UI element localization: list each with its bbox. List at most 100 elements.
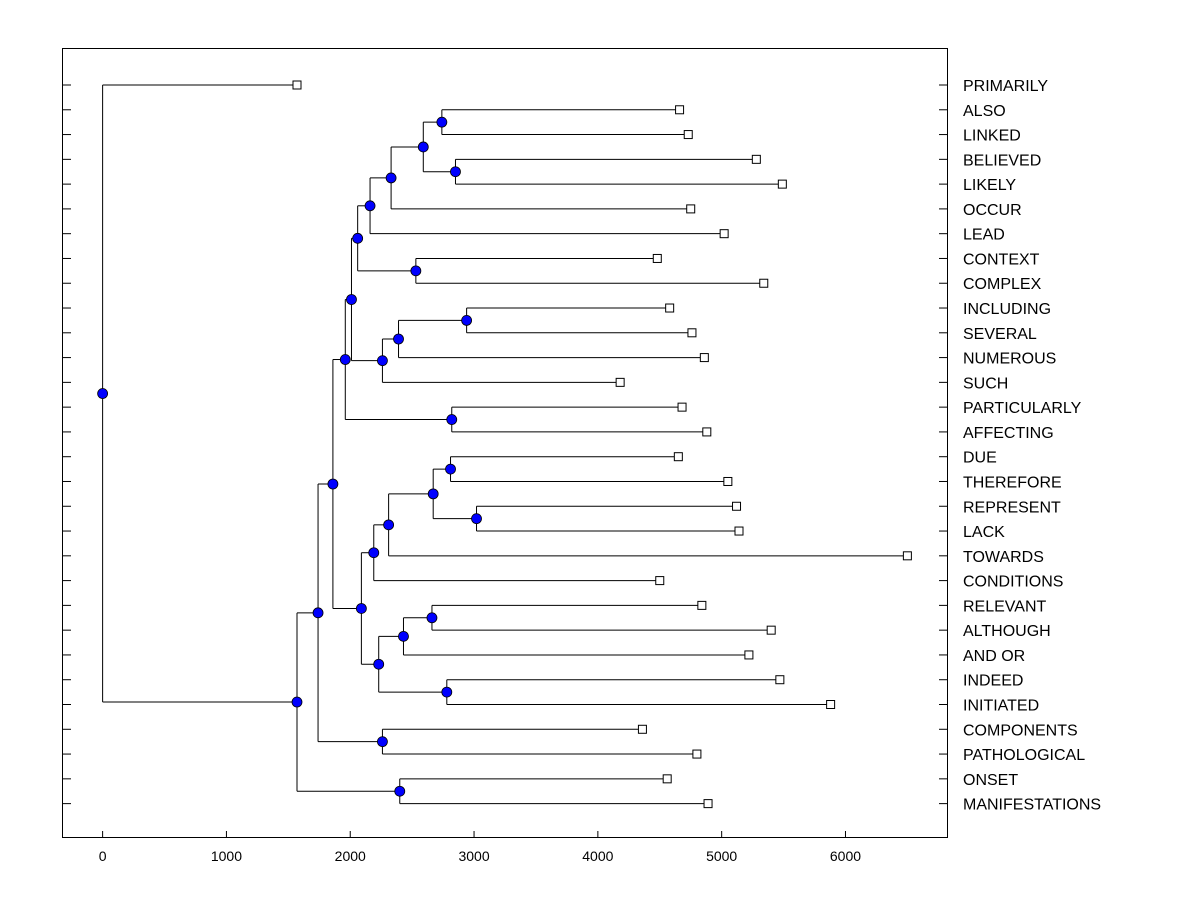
leaf-marker-lead (719, 229, 729, 239)
merge-node-indeed-initiated (441, 686, 453, 698)
merge-node-n-mid (327, 478, 339, 490)
leaf-marker-also (675, 105, 685, 115)
leaf-label-also: ALSO (963, 103, 1006, 120)
merge-node-n-towards (383, 519, 395, 531)
leaf-marker-occur (686, 204, 696, 214)
x-tick-label-1000: 1000 (211, 848, 242, 864)
leaf-marker-linked (683, 130, 693, 140)
leaf-marker-numerous (699, 353, 709, 363)
leaf-marker-manifestations (703, 799, 713, 809)
leaf-label-primarily: PRIMARILY (963, 78, 1048, 95)
leaf-marker-and-or (744, 650, 754, 660)
leaf-label-pathological: PATHOLOGICAL (963, 747, 1085, 764)
leaf-label-therefore: THEREFORE (963, 474, 1062, 491)
leaf-marker-although (766, 625, 776, 635)
merge-node-n-dtrl (427, 488, 439, 500)
leaf-marker-relevant (697, 600, 707, 610)
leaf-marker-primarily (292, 80, 302, 90)
leaf-label-particularly: PARTICULARLY (963, 400, 1082, 417)
x-tick-label-0: 0 (99, 848, 107, 864)
merge-node-components-pathological (377, 736, 388, 748)
merge-node-onset-manifestations (394, 785, 406, 797)
leaf-label-towards: TOWARDS (963, 549, 1044, 566)
merge-node-n-andor (398, 630, 409, 642)
merge-node-due-therefore (445, 463, 456, 475)
x-tick-label-4000: 4000 (582, 848, 613, 864)
leaf-marker-complex (759, 278, 769, 288)
merge-nodes (97, 116, 482, 797)
merge-node-root (97, 388, 109, 399)
leaf-label-linked: LINKED (963, 128, 1021, 145)
merge-node-including-several (461, 315, 473, 326)
leaf-label-complex: COMPLEX (963, 276, 1042, 293)
leaf-marker-due (673, 452, 683, 462)
leaf-label-lead: LEAD (963, 227, 1005, 244)
leaf-marker-context (652, 253, 662, 263)
leaf-label-conditions: CONDITIONS (963, 574, 1063, 591)
merge-node-context-complex (410, 265, 422, 277)
dendrogram-branches (102, 84, 908, 805)
merge-node-believed-likely (450, 166, 461, 178)
x-tick-label-5000: 5000 (706, 848, 737, 864)
merge-node-n-upper2 (339, 354, 351, 365)
leaf-label-affecting: AFFECTING (963, 425, 1054, 442)
leaf-marker-believed (751, 154, 761, 164)
merge-node-n-lead (364, 200, 376, 212)
leaf-label-represent: REPRESENT (963, 499, 1061, 516)
merge-node-n-numerous (393, 333, 404, 345)
merge-node-also-linked (436, 116, 448, 128)
leaf-label-although: ALTHOUGH (963, 623, 1051, 640)
leaf-labels: PRIMARILY ALSO LINKED BELIEVED LIKELY OCCUR LE… (963, 78, 1101, 814)
leaf-label-and-or: AND OR (963, 648, 1025, 665)
merge-node-n-low2 (291, 696, 303, 708)
x-tick-label-3000: 3000 (458, 848, 489, 864)
leaf-label-several: SEVERAL (963, 326, 1037, 343)
merge-node-n-upper (346, 294, 357, 305)
merge-node-n-albl (417, 141, 429, 153)
leaf-marker-conditions (655, 576, 665, 586)
leaf-marker-including (665, 303, 675, 313)
leaf-label-including: INCLUDING (963, 301, 1051, 318)
leaf-label-numerous: NUMEROUS (963, 351, 1056, 368)
leaf-marker-components (637, 724, 647, 734)
leaf-label-believed: BELIEVED (963, 152, 1041, 169)
leaf-label-such: SUCH (963, 375, 1008, 392)
x-tick-label-6000: 6000 (830, 848, 861, 864)
merge-node-n-ind (373, 658, 385, 670)
leaf-marker-lack (734, 526, 744, 536)
x-tick-label-2000: 2000 (335, 848, 366, 864)
leaf-label-components: COMPONENTS (963, 722, 1078, 739)
leaf-marker-represent (732, 501, 742, 511)
merge-node-n-occur (385, 172, 397, 184)
leaf-label-indeed: INDEED (963, 673, 1023, 690)
leaf-marker-onset (662, 774, 672, 784)
merge-node-particularly-affecting (446, 414, 458, 425)
leaf-label-lack: LACK (963, 524, 1005, 541)
leaf-label-manifestations: MANIFESTATIONS (963, 797, 1101, 814)
leaf-marker-initiated (826, 700, 836, 709)
leaf-marker-particularly (677, 402, 687, 412)
leaf-marker-likely (777, 179, 787, 189)
merge-node-n-conditions (368, 547, 380, 559)
leaf-label-relevant: RELEVANT (963, 598, 1047, 615)
tick-marks (63, 84, 947, 837)
leaf-marker-pathological (692, 749, 702, 759)
merge-node-n-top (352, 232, 364, 244)
merge-node-n-such (377, 355, 388, 367)
plot-area-frame (62, 48, 948, 838)
leaf-marker-therefore (723, 476, 733, 486)
merge-node-n-lowmid (355, 603, 367, 614)
leaf-label-due: DUE (963, 450, 997, 467)
leaf-marker-towards (902, 551, 912, 561)
leaf-marker-affecting (702, 427, 712, 437)
leaf-label-likely: LIKELY (963, 177, 1016, 194)
leaf-label-context: CONTEXT (963, 251, 1040, 268)
leaf-label-initiated: INITIATED (963, 698, 1039, 715)
merge-node-represent-lack (471, 513, 482, 525)
merge-node-n-low1 (312, 607, 324, 619)
leaf-label-onset: ONSET (963, 772, 1018, 789)
leaf-markers (292, 80, 912, 809)
x-axis-tick-labels: 0 1000 2000 3000 4000 5000 6000 (99, 848, 862, 864)
leaf-label-occur: OCCUR (963, 202, 1022, 219)
